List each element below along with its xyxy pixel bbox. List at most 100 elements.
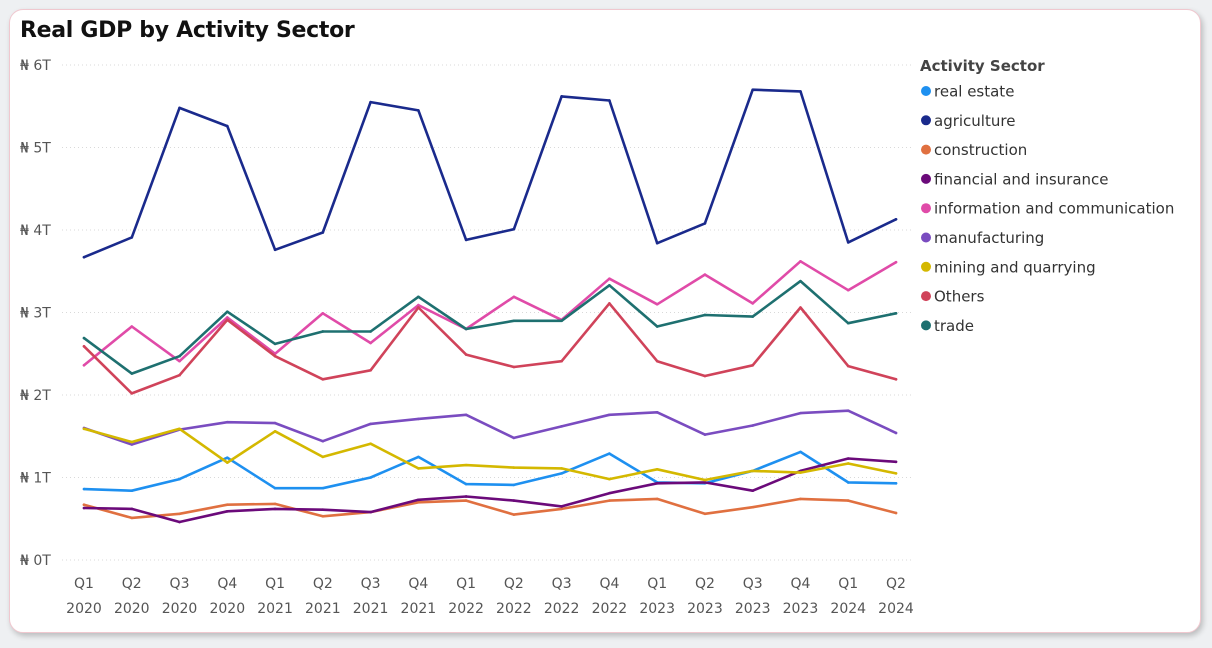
data-point bbox=[225, 420, 229, 424]
y-tick-label: ₦ 0T bbox=[20, 553, 51, 569]
data-point bbox=[799, 306, 802, 309]
data-point bbox=[751, 424, 755, 427]
x-tick-quarter: Q3 bbox=[361, 576, 381, 592]
x-tick-year: 2024 bbox=[830, 601, 866, 617]
series-others bbox=[82, 302, 898, 395]
series-line-manufacturing bbox=[82, 409, 898, 446]
series-line-real-estate bbox=[82, 450, 898, 493]
data-point bbox=[82, 345, 86, 348]
data-point bbox=[799, 411, 802, 415]
data-point bbox=[608, 413, 611, 417]
data-point bbox=[512, 295, 516, 299]
series-trade bbox=[82, 279, 898, 375]
data-point bbox=[130, 489, 134, 493]
series-manufacturing bbox=[82, 409, 898, 446]
x-tick-quarter: Q1 bbox=[265, 576, 285, 592]
data-point bbox=[417, 303, 420, 307]
legend-marker bbox=[921, 203, 931, 214]
data-point bbox=[369, 368, 372, 372]
data-point bbox=[417, 455, 420, 459]
data-point bbox=[655, 241, 659, 245]
series-line-mining-and-quarrying bbox=[82, 427, 898, 482]
data-point bbox=[464, 238, 468, 242]
x-tick-quarter: Q3 bbox=[170, 576, 190, 592]
data-point bbox=[178, 373, 181, 377]
x-tick-year: 2020 bbox=[114, 601, 150, 617]
y-tick-label: ₦ 1T bbox=[20, 471, 51, 487]
data-point bbox=[608, 302, 611, 305]
data-point bbox=[512, 365, 516, 369]
data-point bbox=[321, 514, 325, 518]
data-point bbox=[321, 312, 325, 315]
data-point bbox=[512, 513, 516, 516]
data-point bbox=[751, 88, 755, 92]
data-point bbox=[417, 467, 420, 470]
data-point bbox=[273, 502, 277, 506]
x-tick-year: 2022 bbox=[544, 601, 580, 617]
data-point bbox=[846, 288, 850, 292]
data-point bbox=[608, 499, 611, 502]
legend-label: construction bbox=[934, 141, 1027, 159]
data-point bbox=[799, 260, 802, 263]
data-point bbox=[178, 359, 181, 363]
data-point bbox=[130, 516, 134, 520]
data-point bbox=[464, 327, 468, 331]
data-point bbox=[417, 498, 420, 502]
data-point bbox=[703, 512, 707, 516]
x-tick-quarter: Q4 bbox=[408, 576, 428, 592]
data-point bbox=[130, 507, 134, 511]
data-point bbox=[464, 413, 468, 417]
data-point bbox=[417, 306, 420, 309]
data-point bbox=[751, 364, 755, 367]
data-point bbox=[608, 283, 611, 287]
y-tick-label: ₦ 4T bbox=[20, 223, 51, 239]
data-point bbox=[894, 460, 898, 464]
data-point bbox=[703, 273, 707, 276]
data-point bbox=[273, 486, 277, 490]
data-point bbox=[799, 471, 802, 474]
data-point bbox=[82, 503, 86, 507]
data-point bbox=[417, 295, 420, 299]
data-point bbox=[321, 508, 325, 511]
data-point bbox=[560, 472, 563, 475]
series-financial-and-insurance bbox=[82, 457, 898, 524]
data-point bbox=[273, 354, 277, 358]
data-point bbox=[130, 392, 134, 395]
data-point bbox=[846, 241, 850, 244]
data-point bbox=[703, 481, 707, 484]
data-point bbox=[751, 489, 755, 493]
data-point bbox=[560, 95, 563, 98]
x-tick-quarter: Q4 bbox=[791, 576, 811, 592]
x-tick-year: 2023 bbox=[639, 601, 675, 617]
series-information-and-communication bbox=[82, 259, 898, 367]
data-point bbox=[846, 499, 850, 502]
data-point bbox=[655, 302, 659, 306]
x-tick-quarter: Q4 bbox=[599, 576, 619, 592]
data-point bbox=[321, 231, 325, 234]
data-point bbox=[321, 455, 325, 459]
data-point bbox=[894, 472, 898, 475]
data-point bbox=[369, 341, 372, 345]
legend-label: financial and insurance bbox=[934, 170, 1109, 188]
data-point bbox=[178, 477, 181, 481]
data-point bbox=[225, 510, 229, 513]
data-point bbox=[369, 100, 372, 104]
x-tick-quarter: Q1 bbox=[74, 576, 94, 592]
data-point bbox=[130, 325, 134, 328]
data-point bbox=[178, 354, 181, 358]
x-tick-year: 2023 bbox=[687, 601, 723, 617]
series-line-agriculture bbox=[82, 88, 898, 259]
data-point bbox=[655, 497, 659, 501]
data-point bbox=[751, 302, 755, 305]
legend-marker bbox=[921, 291, 931, 302]
data-point bbox=[225, 124, 229, 128]
legend-marker bbox=[921, 86, 931, 96]
data-point bbox=[799, 90, 802, 93]
data-point bbox=[512, 227, 516, 231]
y-tick-label: ₦ 3T bbox=[20, 306, 51, 322]
data-point bbox=[369, 330, 372, 333]
legend-label: mining and quarrying bbox=[934, 258, 1096, 276]
chart-card bbox=[9, 9, 1201, 633]
data-point bbox=[273, 430, 277, 433]
